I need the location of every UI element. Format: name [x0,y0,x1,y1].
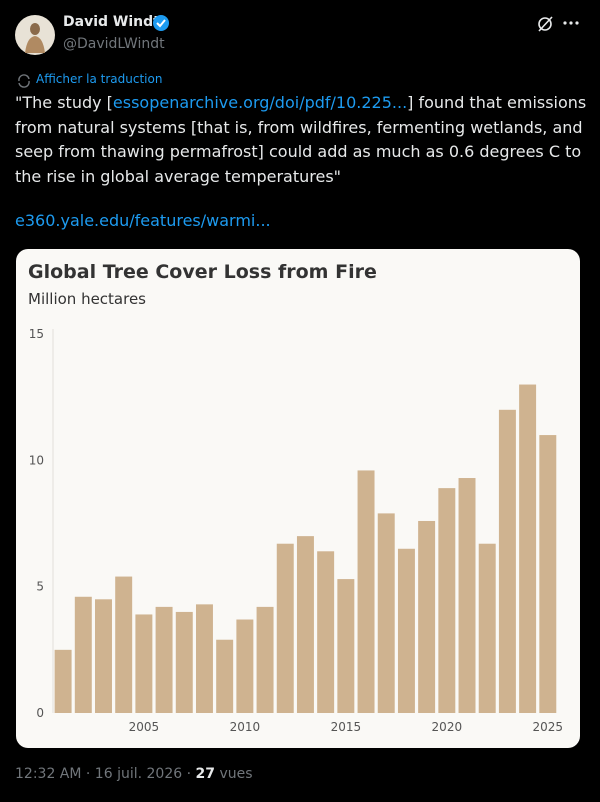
bar [296,536,314,713]
bar [276,543,294,713]
bar [74,596,92,713]
bar [54,649,72,713]
bar [256,606,274,713]
bar [478,543,496,713]
text: ] found that emissions from natural syst… [15,93,587,186]
bar [135,614,153,713]
y-tick-label: 10 [29,453,44,467]
x-tick-label: 2010 [230,720,261,734]
inline-link[interactable]: essopenarchive.org/doi/pdf/10.225... [112,93,408,112]
bar [175,611,193,713]
more-icon[interactable] [562,18,580,28]
bar [438,488,456,713]
chart: Global Tree Cover Loss from Fire Million… [28,261,564,734]
x-tick-label: 2015 [331,720,362,734]
bar [458,478,476,713]
article-link[interactable]: e360.yale.edu/features/warmi... [15,211,271,230]
views-label: vues [219,766,253,782]
chart-card[interactable]: Global Tree Cover Loss from Fire Million… [16,249,580,748]
timestamp[interactable]: 12:32 AM · 16 juil. 2026 · [15,766,192,782]
bar [397,548,415,713]
bar [498,409,516,713]
avatar[interactable] [15,15,55,55]
tweet-text: "The study [essopenarchive.org/doi/pdf/1… [15,91,587,189]
author-handle[interactable]: @DavidLWindt [63,36,165,52]
text: "The study [ [15,93,113,112]
bar [539,435,557,713]
bar [337,579,355,713]
chart-title: Global Tree Cover Loss from Fire [28,261,377,283]
translate-link[interactable]: Afficher la traduction [36,72,163,86]
y-tick-label: 5 [36,580,44,594]
x-tick-label: 2025 [533,720,564,734]
tweet-footer: 12:32 AM · 16 juil. 2026 · 27 vues [15,766,253,782]
bar [195,604,213,713]
bar [519,384,537,713]
bar [155,606,173,713]
bar [418,520,436,713]
grok-icon[interactable] [536,15,554,33]
bar [357,470,375,713]
verified-badge [153,15,169,31]
bar [216,639,234,713]
y-tick-label: 0 [36,706,44,720]
x-tick-label: 2020 [432,720,463,734]
author-name[interactable]: David Windt [63,14,160,30]
bar [115,576,133,713]
translate-icon [18,74,30,88]
bar [236,619,254,713]
bar [317,551,335,713]
x-tick-label: 2005 [129,720,160,734]
bar [377,513,395,713]
chart-subtitle: Million hectares [28,290,146,308]
view-count: 27 [195,766,215,782]
y-tick-label: 15 [29,327,44,341]
bar [95,599,112,713]
